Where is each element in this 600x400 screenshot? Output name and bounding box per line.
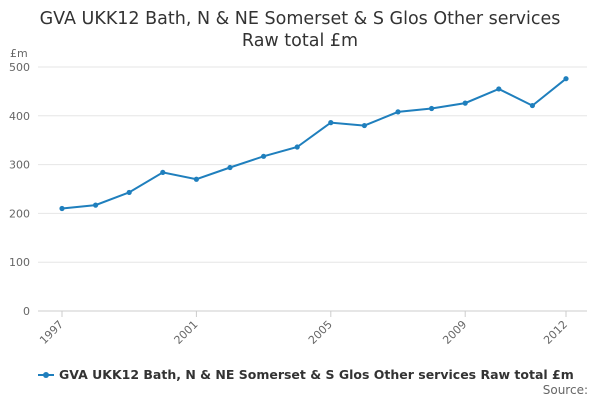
- y-axis: £m 0 100 200 300 400 500: [9, 47, 30, 318]
- y-axis-unit-label: £m: [10, 47, 28, 60]
- data-point[interactable]: [496, 86, 502, 92]
- legend-line-marker-icon: [38, 370, 54, 380]
- y-tick-label: 0: [23, 305, 30, 318]
- grid-lines: [38, 66, 587, 312]
- legend-label: GVA UKK12 Bath, N & NE Somerset & S Glos…: [59, 367, 574, 382]
- y-tick-label: 300: [9, 159, 30, 172]
- series-group: [59, 76, 569, 212]
- y-tick-label: 200: [9, 207, 30, 220]
- data-point[interactable]: [93, 202, 99, 208]
- y-tick-label: 100: [9, 256, 30, 269]
- series-line: [61, 77, 567, 210]
- source-label: Source:: [542, 383, 588, 397]
- chart-title-line-2: Raw total £m: [241, 31, 359, 51]
- chart-title-line-1: GVA UKK12 Bath, N & NE Somerset & S Glos…: [39, 9, 561, 29]
- data-point[interactable]: [361, 122, 367, 129]
- data-point[interactable]: [261, 153, 267, 159]
- data-point[interactable]: [160, 169, 166, 176]
- data-point[interactable]: [193, 176, 199, 182]
- data-point[interactable]: [395, 109, 401, 115]
- data-point[interactable]: [462, 100, 468, 106]
- data-point[interactable]: [59, 205, 65, 212]
- data-point[interactable]: [328, 120, 334, 126]
- data-point[interactable]: [429, 105, 435, 112]
- x-tick-label: 2001: [172, 318, 201, 347]
- x-tick-label: 2012: [541, 318, 570, 347]
- x-tick-label: 2009: [440, 318, 469, 347]
- x-tick-label: 1997: [37, 318, 66, 347]
- y-tick-label: 500: [9, 61, 30, 74]
- data-point[interactable]: [227, 164, 233, 171]
- chart-title: GVA UKK12 Bath, N & NE Somerset & S Glos…: [0, 8, 600, 52]
- y-tick-label: 400: [9, 110, 30, 123]
- data-point[interactable]: [563, 76, 569, 82]
- data-point[interactable]: [126, 189, 132, 196]
- data-point[interactable]: [294, 144, 300, 150]
- data-point[interactable]: [529, 102, 536, 109]
- x-tick-label: 2005: [306, 318, 335, 347]
- legend[interactable]: GVA UKK12 Bath, N & NE Somerset & S Glos…: [38, 367, 574, 382]
- x-axis: 1997 2001 2005 2009 2012: [37, 311, 570, 347]
